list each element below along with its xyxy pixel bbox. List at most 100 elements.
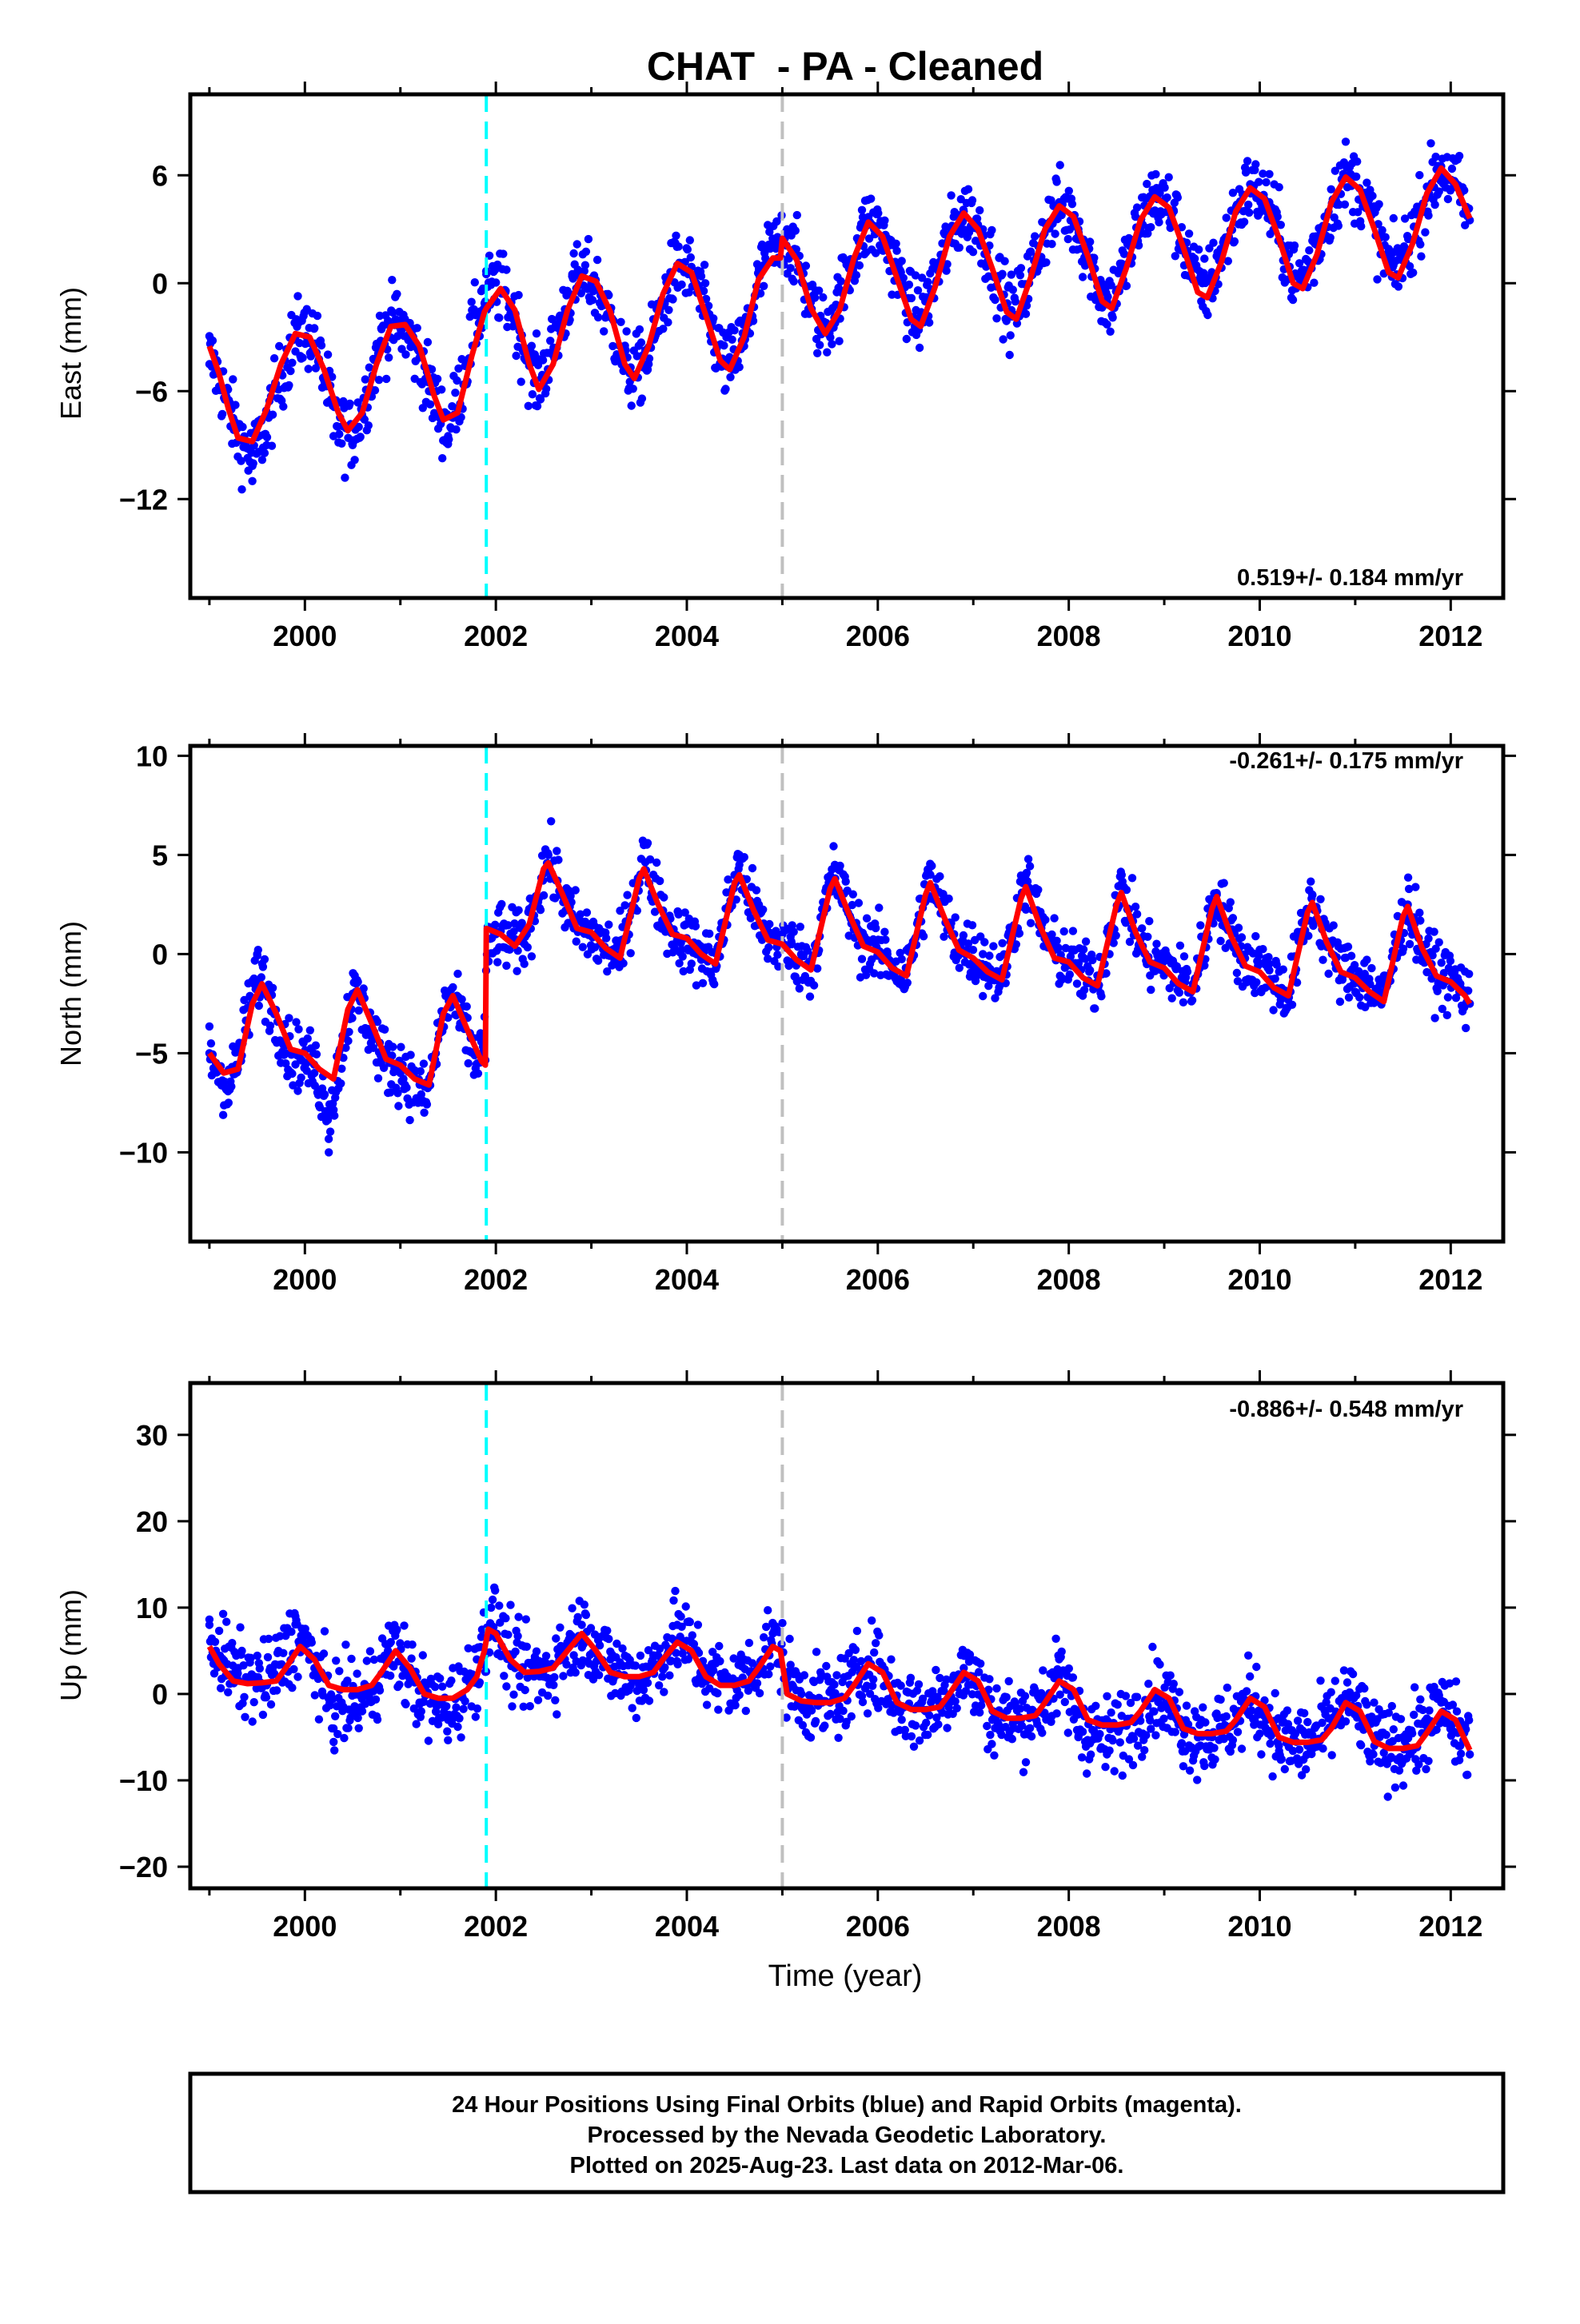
north-data-point	[1183, 967, 1191, 975]
up-data-point	[990, 1752, 998, 1760]
east-data-point	[1448, 165, 1456, 173]
east-data-point	[263, 433, 271, 441]
up-data-point	[358, 1707, 366, 1715]
north-data-point	[261, 955, 269, 963]
east-data-point	[637, 338, 645, 346]
east-data-point	[1289, 296, 1297, 304]
east-data-point	[285, 381, 293, 389]
east-data-point	[730, 326, 738, 334]
up-data-point	[1167, 1672, 1175, 1680]
east-data-point	[787, 264, 795, 272]
up-data-point	[288, 1684, 296, 1692]
up-data-point	[442, 1702, 450, 1710]
north-data-point	[765, 920, 773, 928]
up-data-point	[289, 1665, 297, 1673]
north-data-point	[389, 1042, 397, 1050]
north-x-tick-label: 2012	[1418, 1263, 1482, 1296]
up-data-point	[834, 1734, 842, 1742]
up-data-point	[635, 1681, 643, 1689]
north-frame	[190, 746, 1503, 1242]
up-data-point	[1422, 1765, 1430, 1773]
up-data-point	[550, 1673, 558, 1681]
east-data-point	[811, 293, 819, 301]
x-axis-label: Time (year)	[768, 1959, 923, 1993]
east-data-point	[856, 261, 864, 269]
east-data-point	[1165, 173, 1173, 181]
north-data-point	[1345, 994, 1353, 1002]
north-data-point	[402, 1083, 410, 1091]
east-data-point	[341, 473, 349, 481]
north-data-point	[1269, 1006, 1277, 1014]
up-data-point	[658, 1672, 666, 1680]
north-data-point	[583, 908, 591, 916]
north-data-point	[1112, 931, 1120, 939]
up-rate-text: -0.886+/- 0.548 mm/yr	[1229, 1397, 1463, 1422]
north-data-point	[1430, 927, 1438, 935]
north-ylabel: North (mm)	[54, 921, 87, 1066]
east-data-point	[1373, 275, 1381, 283]
north-data-point	[1168, 995, 1176, 1003]
north-data-point	[904, 979, 912, 987]
up-data-point	[992, 1684, 1000, 1692]
north-data-point	[1133, 910, 1141, 918]
up-data-point	[632, 1661, 640, 1669]
east-data-point	[1335, 221, 1343, 229]
up-data-point	[1052, 1709, 1060, 1717]
up-data-point	[534, 1696, 542, 1704]
up-data-point	[907, 1674, 915, 1682]
up-data-point	[308, 1638, 316, 1646]
up-data-point	[756, 1689, 764, 1697]
east-data-point	[1357, 222, 1365, 230]
up-data-point	[1302, 1765, 1310, 1773]
up-data-point	[1229, 1736, 1237, 1744]
east-data-point	[1426, 139, 1434, 147]
north-data-point	[1324, 970, 1332, 978]
east-data-point	[686, 236, 694, 244]
east-data-point	[413, 324, 421, 332]
up-data-point	[673, 1660, 681, 1668]
up-data-point	[764, 1606, 772, 1614]
up-data-point	[852, 1646, 860, 1654]
north-data-point	[521, 940, 529, 948]
east-data-point	[1291, 241, 1299, 249]
north-x-tick-label: 2008	[1037, 1263, 1101, 1296]
east-data-point	[813, 349, 821, 357]
east-data-point	[305, 365, 313, 373]
up-data-point	[387, 1638, 395, 1646]
up-data-point	[1021, 1692, 1029, 1700]
up-data-point	[1210, 1744, 1218, 1752]
up-data-point	[1465, 1716, 1473, 1724]
up-data-point	[438, 1683, 446, 1691]
up-data-point	[491, 1586, 499, 1594]
east-ylabel: East (mm)	[54, 287, 87, 420]
east-data-point	[349, 441, 357, 449]
up-data-point	[1022, 1758, 1030, 1766]
north-data-point	[1235, 923, 1243, 931]
east-data-point	[988, 226, 995, 234]
north-x-tick-label: 2002	[464, 1263, 528, 1296]
up-data-point	[533, 1648, 541, 1656]
north-data-point	[313, 1050, 321, 1058]
east-data-point	[664, 318, 672, 326]
east-data-point	[1417, 253, 1425, 261]
up-data-point	[321, 1627, 329, 1635]
up-data-point	[1170, 1680, 1178, 1688]
north-data-point	[1438, 959, 1446, 967]
north-data-point	[1082, 938, 1090, 946]
north-y-tick-label: 10	[136, 739, 168, 772]
up-data-point	[1416, 1696, 1424, 1704]
north-data-point	[936, 872, 944, 880]
east-data-point	[388, 276, 396, 284]
east-data-point	[908, 294, 916, 302]
east-data-point	[816, 341, 824, 349]
east-data-point	[1151, 170, 1159, 178]
up-y-tick-label: 30	[136, 1419, 168, 1452]
north-data-point	[656, 877, 664, 885]
east-data-point	[728, 336, 736, 344]
up-data-point	[671, 1587, 679, 1595]
north-data-point	[1073, 979, 1081, 987]
up-data-point	[1328, 1751, 1336, 1759]
east-data-point	[792, 226, 800, 234]
east-data-point	[1106, 328, 1114, 336]
north-data-point	[872, 924, 880, 932]
